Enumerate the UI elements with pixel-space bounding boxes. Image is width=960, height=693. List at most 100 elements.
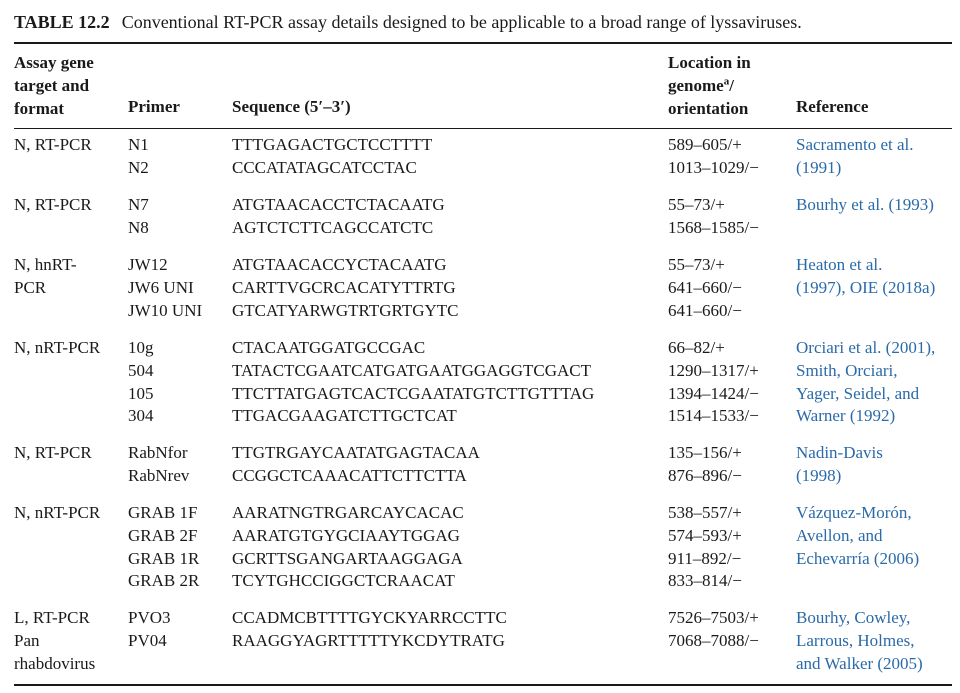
primers-column: GRAB 1F GRAB 2F GRAB 1R GRAB 2R: [128, 502, 232, 593]
sequence-cell: AGTCTCTTCAGCCATCTC: [232, 217, 434, 237]
location-cell: 641–660/−: [668, 277, 742, 297]
primers-column: PVO3 PV04: [128, 607, 232, 653]
reference-link[interactable]: (1997), OIE (2018a): [796, 277, 936, 297]
header-location-line: genomea/: [668, 75, 798, 98]
primer-cell: RabNfor: [128, 443, 188, 462]
reference-link[interactable]: (1991): [796, 157, 842, 177]
locations-column: 7526–7503/+ 7068–7088/−: [668, 607, 794, 653]
primer-cell: GRAB 1F: [128, 503, 198, 522]
primers-column: JW12 JW6 UNI JW10 UNI: [128, 254, 232, 322]
reference-link[interactable]: Nadin-Davis: [796, 443, 883, 462]
header-assay-line: target and: [14, 75, 90, 95]
sequence-cell: CCCATATAGCATCCTAC: [232, 157, 417, 177]
header-sequence: Sequence (5′–3′): [232, 97, 351, 116]
reference-link[interactable]: Sacramento et al.: [796, 135, 914, 154]
primer-cell: 105: [128, 383, 154, 403]
primer-cell: PV04: [128, 630, 167, 650]
primers-column: RabNfor RabNrev: [128, 442, 232, 488]
location-cell: 911–892/−: [668, 548, 742, 568]
sequences-column: ATGTAACACCTCTACAATG AGTCTCTTCAGCCATCTC: [232, 194, 668, 240]
reference-link[interactable]: Yager, Seidel, and: [796, 383, 920, 403]
primer-cell: GRAB 2F: [128, 525, 198, 545]
primers-column: N7 N8: [128, 194, 232, 240]
primer-cell: 304: [128, 406, 154, 426]
primer-cell: N8: [128, 217, 149, 237]
reference-link[interactable]: Orciari et al. (2001),: [796, 338, 936, 357]
locations-column: 55–73/+ 1568–1585/−: [668, 194, 794, 240]
assay-line: N, RT-PCR: [14, 443, 92, 462]
primer-cell: 504: [128, 360, 154, 380]
location-cell: 7526–7503/+: [668, 608, 759, 627]
assay-line: N, nRT-PCR: [14, 338, 101, 357]
header-location: Location in genomea/ orientation: [668, 52, 798, 120]
assay-line: L, RT-PCR: [14, 608, 90, 627]
header-primer: Primer: [128, 97, 180, 116]
header-location-genome: genome: [668, 75, 724, 95]
reference-link[interactable]: Bourhy et al. (1993): [796, 195, 934, 214]
location-cell: 538–557/+: [668, 503, 742, 522]
sequence-cell: ATGTAACACCYCTACAATG: [232, 255, 447, 274]
reference-link[interactable]: Echevarría (2006): [796, 548, 920, 568]
location-cell: 55–73/+: [668, 255, 725, 274]
sequence-cell: TTGTRGAYCAATATGAGTACAA: [232, 443, 480, 462]
header-location-line: Location in: [668, 53, 751, 72]
primer-cell: GRAB 1R: [128, 548, 200, 568]
locations-column: 135–156/+ 876–896/−: [668, 442, 794, 488]
sequence-cell: ATGTAACACCTCTACAATG: [232, 195, 445, 214]
reference-link[interactable]: Heaton et al.: [796, 255, 883, 274]
header-assay-line: Assay gene: [14, 53, 94, 72]
locations-column: 55–73/+ 641–660/− 641–660/−: [668, 254, 794, 322]
footnote-marker: a: [723, 75, 730, 88]
sequences-column: TTTGAGACTGCTCCTTTT CCCATATAGCATCCTAC: [232, 134, 668, 180]
header-location-slash: /: [729, 75, 734, 95]
assay-line: N, RT-PCR: [14, 135, 92, 154]
locations-column: 589–605/+ 1013–1029/−: [668, 134, 794, 180]
location-cell: 66–82/+: [668, 338, 725, 357]
reference-link[interactable]: Bourhy, Cowley,: [796, 608, 911, 627]
locations-column: 538–557/+ 574–593/+ 911–892/− 833–814/−: [668, 502, 794, 593]
sequence-cell: CCGGCTCAAACATTCTTCTTA: [232, 465, 467, 485]
assay-line: rhabdovirus: [14, 653, 96, 673]
reference-column: Heaton et al. (1997), OIE (2018a): [796, 254, 956, 300]
sequence-cell: RAAGGYAGRTTTTTYKCDYTRATG: [232, 630, 505, 650]
primer-cell: GRAB 2R: [128, 571, 200, 591]
reference-column: Vázquez-Morón, Avellon, and Echevarría (20…: [796, 502, 956, 570]
sequences-column: CTACAATGGATGCCGAC TATACTCGAATCATGATGAATGG…: [232, 337, 668, 428]
sequence-cell: GTCATYARWGTRTGRTGYTC: [232, 300, 459, 320]
location-cell: 1394–1424/−: [668, 383, 759, 403]
location-cell: 1290–1317/+: [668, 360, 759, 380]
reference-link[interactable]: Larrous, Holmes,: [796, 630, 915, 650]
header-rule: [14, 128, 952, 129]
locations-column: 66–82/+ 1290–1317/+ 1394–1424/− 1514–1533/−: [668, 337, 794, 428]
sequences-column: CCADMCBTTTTGYCKYARRCCTTC RAAGGYAGRTTTTTYK…: [232, 607, 668, 653]
primer-cell: N1: [128, 135, 149, 154]
assay-line: N, hnRT-: [14, 255, 77, 274]
header-assay-line: format: [14, 98, 65, 118]
primers-column: 10g 504 105 304: [128, 337, 232, 428]
reference-link[interactable]: Smith, Orciari,: [796, 360, 898, 380]
primer-cell: N2: [128, 157, 149, 177]
primer-cell: RabNrev: [128, 465, 190, 485]
assay-column: N, nRT-PCR: [14, 502, 126, 525]
reference-column: Nadin-Davis (1998): [796, 442, 956, 488]
location-cell: 1568–1585/−: [668, 217, 759, 237]
top-rule: [14, 42, 952, 44]
location-cell: 641–660/−: [668, 300, 742, 320]
sequence-cell: CTACAATGGATGCCGAC: [232, 338, 426, 357]
location-cell: 589–605/+: [668, 135, 742, 154]
reference-link[interactable]: and Walker (2005): [796, 653, 923, 673]
reference-link[interactable]: Vázquez-Morón,: [796, 503, 912, 522]
sequence-cell: TTGACGAAGATCTTGCTCAT: [232, 406, 457, 426]
location-cell: 135–156/+: [668, 443, 742, 462]
sequence-cell: GCRTTSGANGARTAAGGAGA: [232, 548, 463, 568]
assay-column: N, RT-PCR: [14, 134, 126, 157]
reference-link[interactable]: Warner (1992): [796, 406, 896, 426]
reference-link[interactable]: (1998): [796, 465, 842, 485]
reference-column: Bourhy, Cowley, Larrous, Holmes, and Walke…: [796, 607, 956, 675]
reference-link[interactable]: Avellon, and: [796, 525, 883, 545]
location-cell: 876–896/−: [668, 465, 742, 485]
location-cell: 7068–7088/−: [668, 630, 759, 650]
location-cell: 1013–1029/−: [668, 157, 759, 177]
caption-label: TABLE 12.2: [14, 12, 110, 32]
assay-column: L, RT-PCR Pan rhabdovirus: [14, 607, 126, 675]
